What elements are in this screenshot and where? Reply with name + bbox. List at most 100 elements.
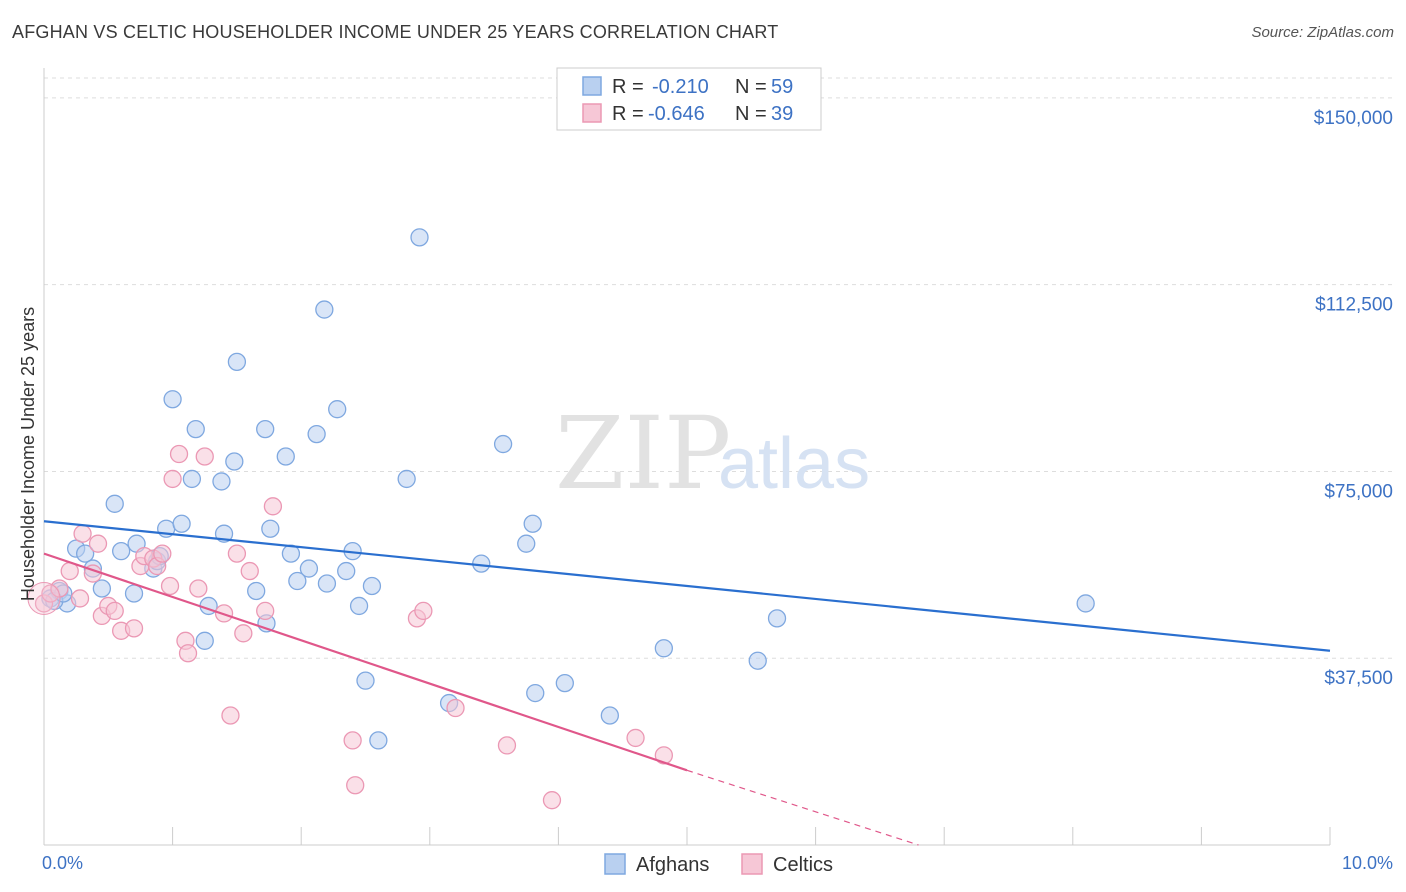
afghan-point <box>410 228 429 247</box>
afghan-point <box>247 581 266 601</box>
legend-n-value-celtics: 39 <box>771 103 793 125</box>
afghan-point <box>654 639 674 658</box>
afghan-point <box>261 519 280 538</box>
watermark-atlas: atlas <box>718 424 870 504</box>
afghan-point <box>182 469 202 489</box>
afghan-point <box>186 419 205 439</box>
afghan-point <box>112 541 131 561</box>
celtic-point <box>497 736 517 755</box>
y-tick-label: $150,000 <box>1314 108 1393 129</box>
celtic-point <box>542 791 562 810</box>
afghan-point <box>748 651 767 670</box>
legend-r-value-celtics: -0.646 <box>648 103 705 125</box>
afghan-point <box>526 683 545 703</box>
afghan-point <box>356 671 375 690</box>
afghan-point <box>1076 594 1095 613</box>
legend-r-value-afghans: -0.210 <box>652 76 709 98</box>
y-tick-label: $37,500 <box>1324 668 1393 689</box>
bottom-legend-label-celtics: Celtics <box>773 854 833 876</box>
afghan-point <box>328 400 347 419</box>
bottom-legend-label-afghans: Afghans <box>636 854 709 876</box>
afghan-point <box>317 574 337 593</box>
afghan-point <box>105 494 124 513</box>
afghan-point <box>362 576 382 596</box>
afghan-point <box>369 731 388 750</box>
y-tick-label: $75,000 <box>1324 481 1393 502</box>
trend-layer <box>43 520 1331 846</box>
x-tick-label-max: 10.0% <box>1342 853 1393 873</box>
afghan-point <box>299 559 319 578</box>
y-axis-label: Householder Income Under 25 years <box>18 307 38 601</box>
celtic-point <box>160 576 180 596</box>
celtic-point <box>346 776 365 795</box>
celtic-point <box>189 579 208 598</box>
axis-layer: $37,500 $75,000 $112,500 $150,000 0.0% 10.0% <box>42 68 1393 873</box>
legend-n-value-afghans: 59 <box>771 76 793 98</box>
celtic-point <box>414 601 433 621</box>
celtic-point <box>163 469 182 489</box>
bottom-legend-swatch-afghans <box>604 853 626 875</box>
afghan-point <box>124 584 144 603</box>
legend-r-label-afghans: R = <box>612 76 644 98</box>
legend-r-label-celtics: R = <box>612 103 644 125</box>
celtic-trend-extension <box>686 769 919 846</box>
celtic-point <box>256 601 275 621</box>
celtic-point <box>234 624 253 643</box>
afghan-point <box>76 544 95 563</box>
celtic-point <box>70 589 90 608</box>
x-tick-label-min: 0.0% <box>42 853 83 873</box>
celtic-point <box>50 579 69 598</box>
legend-swatch-celtics <box>582 103 602 123</box>
celtic-point <box>343 731 362 750</box>
afghan-point <box>227 352 247 372</box>
afghan-point <box>517 534 536 553</box>
afghan-point <box>397 469 416 489</box>
legend-swatch-afghans <box>582 76 602 96</box>
celtic-point <box>263 497 283 516</box>
celtic-point-cluster <box>27 581 61 615</box>
afghan-point <box>256 419 275 439</box>
celtic-point <box>178 644 198 663</box>
afghan-point <box>337 561 356 581</box>
chart-title: AFGHAN VS CELTIC HOUSEHOLDER INCOME UNDE… <box>12 22 779 42</box>
celtic-point <box>240 561 259 581</box>
celtic-point <box>654 746 674 765</box>
celtic-point <box>227 544 247 563</box>
celtic-point <box>626 728 645 748</box>
afghan-point <box>172 514 191 533</box>
afghan-trend-line <box>43 520 1331 652</box>
celtic-point <box>221 706 240 725</box>
watermark-zip: ZIP <box>555 395 731 512</box>
afghan-point <box>163 390 182 409</box>
celtic-point <box>105 601 124 621</box>
correlation-legend: R = -0.210 N = 59 R = -0.646 N = 39 <box>556 67 822 131</box>
bottom-legend-swatch-celtics <box>741 853 763 875</box>
chart-source: Source: ZipAtlas.com <box>1251 24 1394 41</box>
celtic-point <box>153 544 172 563</box>
afghan-point <box>195 631 214 650</box>
celtic-trend-line <box>43 552 688 772</box>
afghan-point <box>225 452 244 471</box>
afghan-point <box>307 424 326 444</box>
afghan-point <box>92 579 112 598</box>
celtic-point <box>124 619 144 638</box>
series-legend: Afghans Celtics <box>604 853 833 876</box>
afghan-point <box>276 447 295 466</box>
legend-n-label-celtics: N = <box>735 103 767 125</box>
legend-n-label-afghans: N = <box>735 76 767 98</box>
afghan-point <box>288 571 307 591</box>
celtic-point <box>73 524 92 543</box>
afghan-point <box>349 596 369 616</box>
afghan-point <box>767 609 787 628</box>
points-layer <box>27 228 1095 810</box>
celtic-point <box>88 534 108 553</box>
y-tick-label: $112,500 <box>1315 295 1393 316</box>
afghan-point <box>523 514 542 533</box>
celtic-point <box>169 444 189 464</box>
afghan-point <box>555 673 574 693</box>
celtic-point <box>446 698 465 718</box>
afghan-point <box>493 434 513 454</box>
afghan-point <box>600 706 619 725</box>
watermark: ZIP atlas <box>555 395 870 512</box>
